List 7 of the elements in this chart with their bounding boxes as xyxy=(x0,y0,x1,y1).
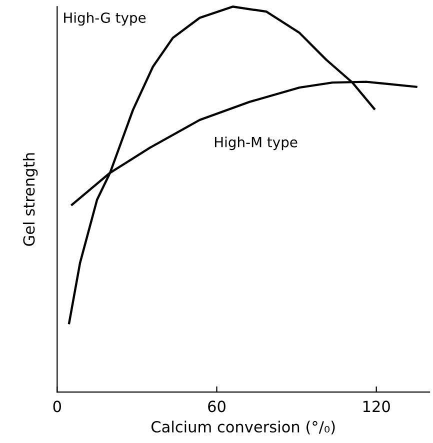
text: High-G type xyxy=(64,12,146,26)
x-tick-label: 60 xyxy=(208,400,226,412)
series-label: High-M type xyxy=(214,136,298,150)
x-tick-label: 0 xyxy=(53,400,61,412)
x-tick-label: 120 xyxy=(363,400,390,412)
x-axis-title: Calcium conversion (°/₀) xyxy=(151,420,335,434)
y-axis-title: Gel strength xyxy=(22,153,38,246)
